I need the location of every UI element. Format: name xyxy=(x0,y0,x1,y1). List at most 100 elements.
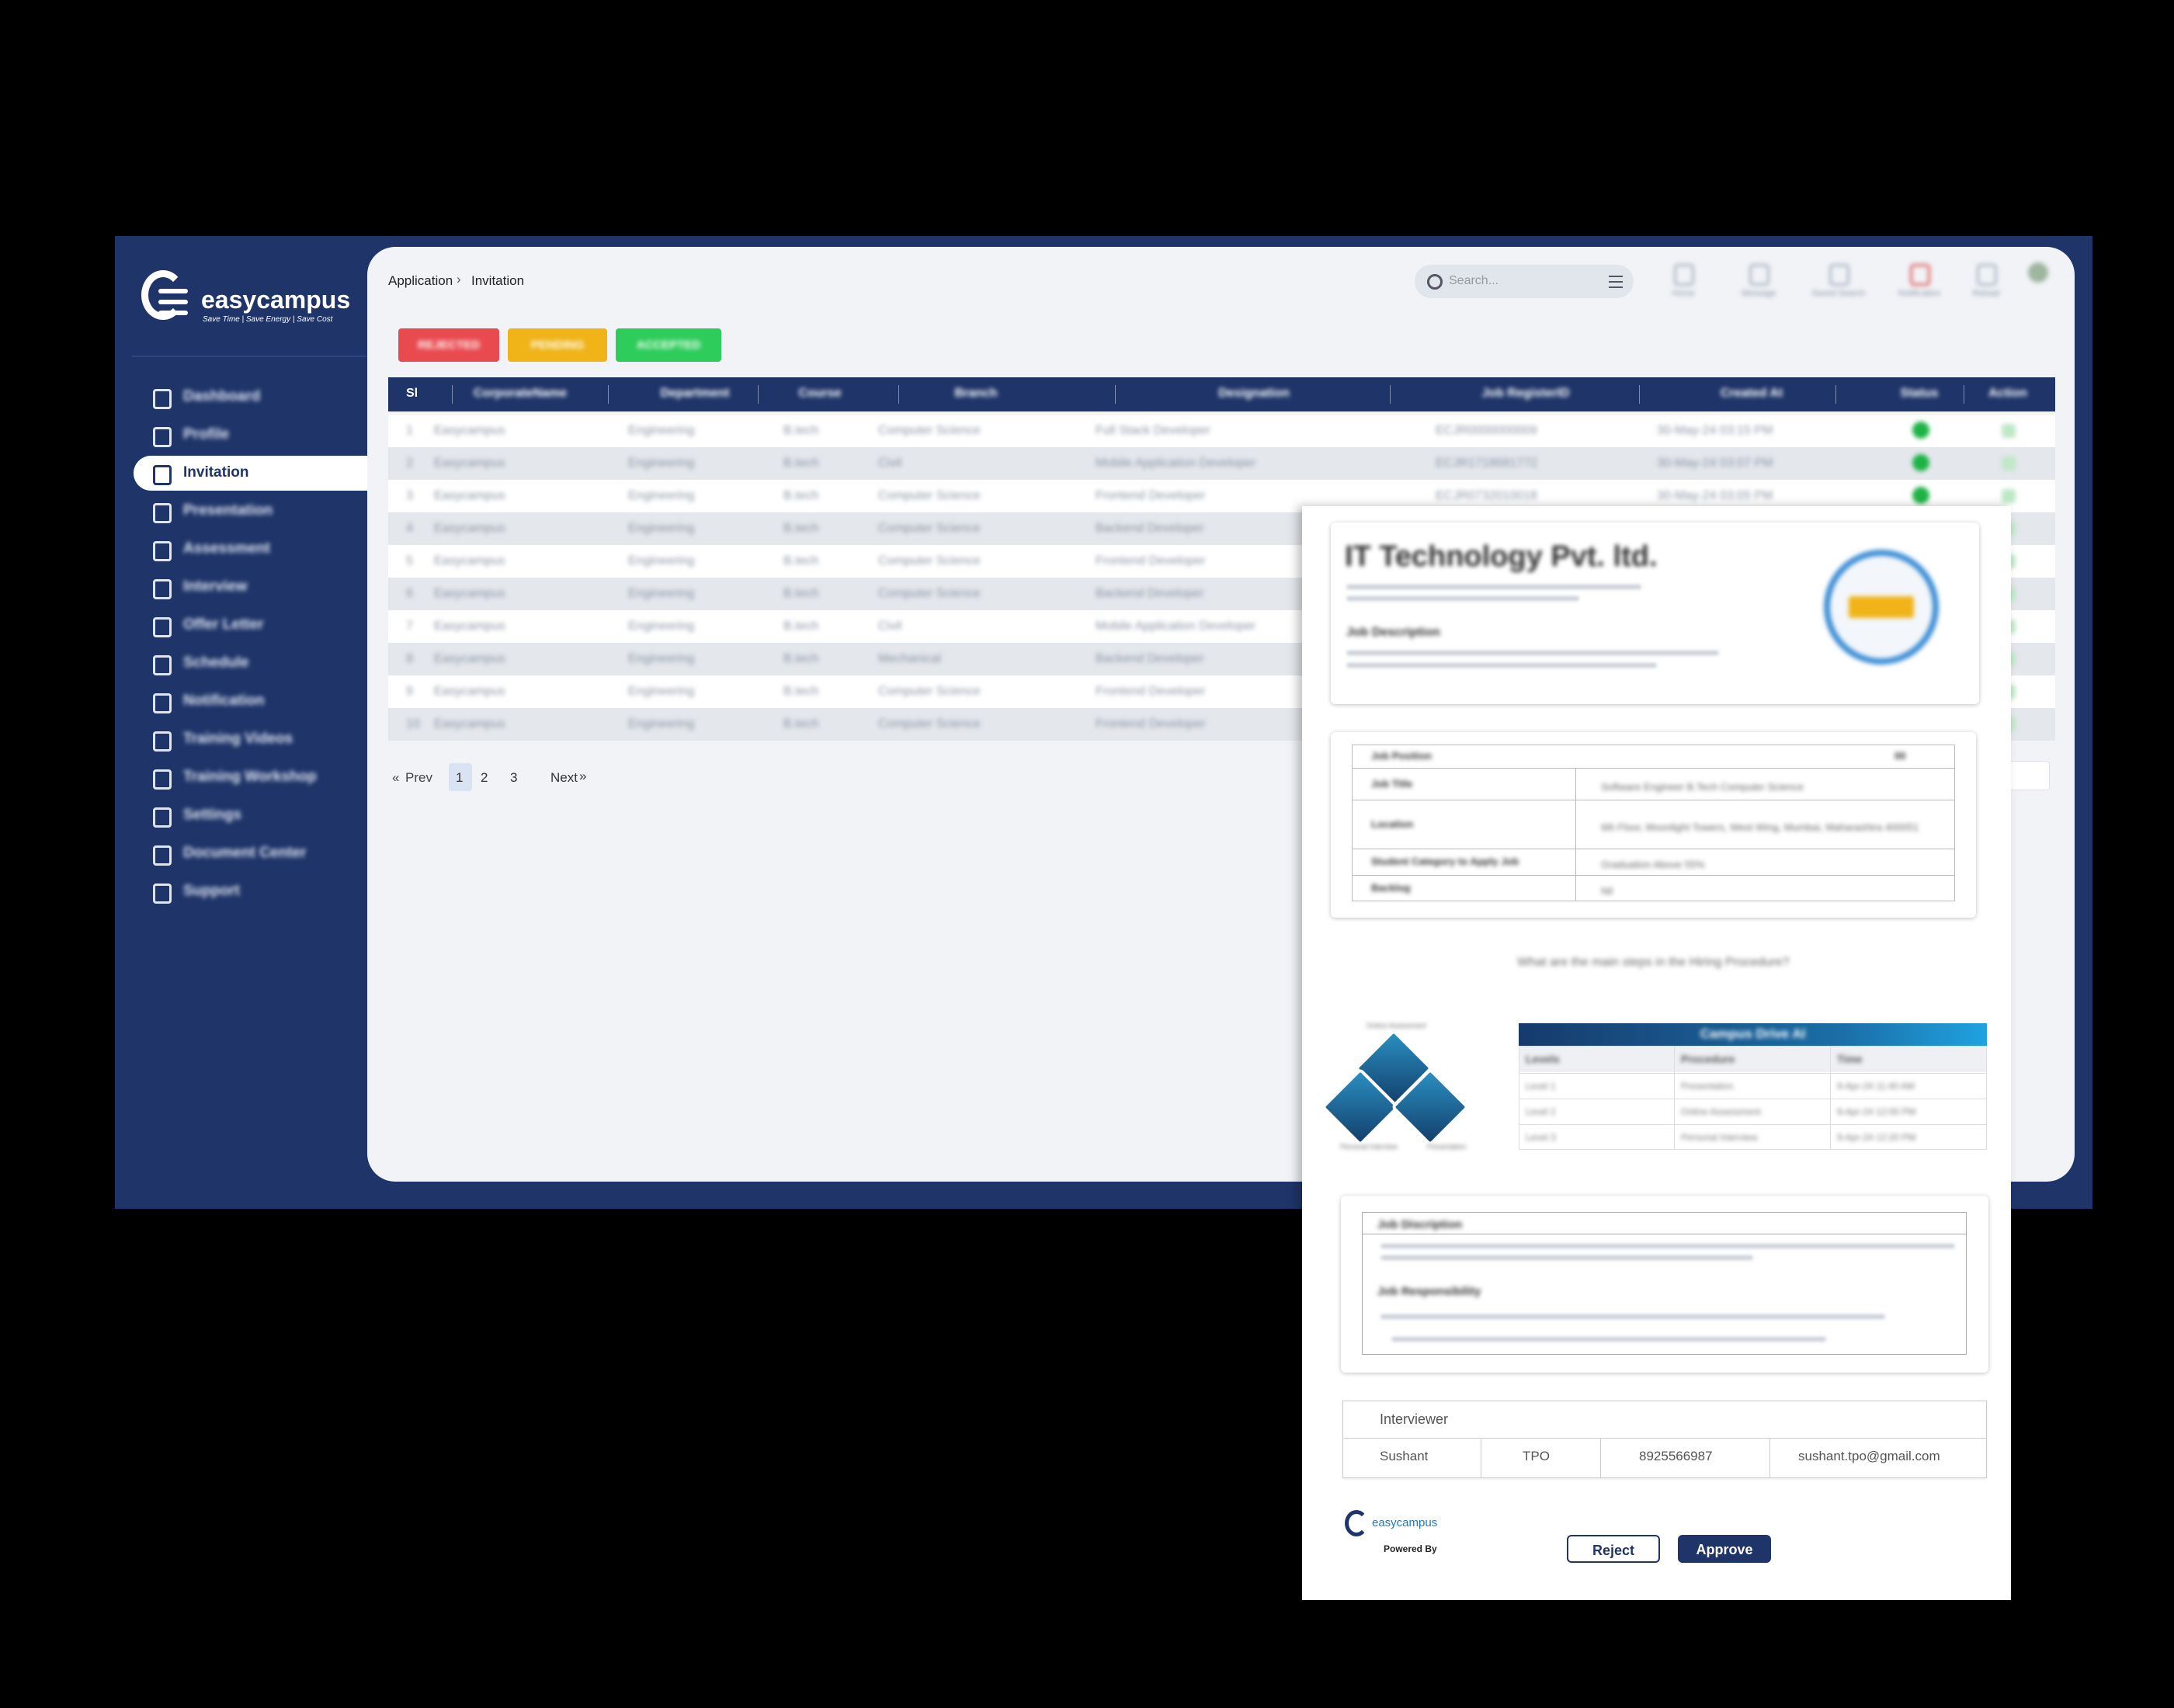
table-cell: Computer Science xyxy=(878,587,981,600)
toolbar-icon[interactable] xyxy=(1977,264,1997,286)
pagination-next[interactable]: Next xyxy=(550,770,578,785)
table-cell: B.tech xyxy=(783,652,819,665)
toolbar-label: Saved Search xyxy=(1811,289,1866,298)
table-cell: Engineering xyxy=(628,620,695,633)
page-number[interactable]: 2 xyxy=(481,770,488,785)
drive-head: Procedure xyxy=(1681,1053,1735,1065)
table-cell: 9 xyxy=(406,685,413,698)
pagination-prev-label[interactable]: Prev xyxy=(405,770,432,785)
small-brand: easycampus xyxy=(1372,1516,1438,1529)
toolbar-label: Message xyxy=(1741,289,1776,298)
breadcrumb[interactable]: Application xyxy=(388,273,453,288)
interviewer-box xyxy=(1342,1401,1987,1478)
breadcrumb: Invitation xyxy=(471,273,525,288)
sidebar-item[interactable]: Dashboard xyxy=(183,388,261,404)
table-cell: Computer Science xyxy=(878,685,981,698)
drive-cell: 9-Apr-24 11:40 AM xyxy=(1837,1081,1915,1092)
logo-brand: easycampus xyxy=(201,286,351,314)
next-arrow: » xyxy=(579,769,587,783)
interviewer-cell: Sushant xyxy=(1380,1449,1429,1463)
interviewer-cell: TPO xyxy=(1523,1449,1550,1463)
sidebar-item[interactable]: Training Workshop xyxy=(183,769,317,785)
placeholder-text xyxy=(1380,1314,1885,1319)
drive-grid xyxy=(1519,1046,1987,1150)
table-cell: Computer Science xyxy=(878,554,981,568)
sidebar-item[interactable]: Notification xyxy=(183,693,265,709)
sidebar-item[interactable]: Training Videos xyxy=(183,731,293,747)
toolbar-icon[interactable] xyxy=(1910,264,1930,286)
action-icon[interactable] xyxy=(2002,424,2016,438)
drive-cell: Level 3 xyxy=(1526,1132,1556,1143)
placeholder-text xyxy=(1380,1244,1955,1248)
table-cell: B.tech xyxy=(783,522,819,535)
table-cell: Engineering xyxy=(628,587,695,600)
jd-card xyxy=(1341,1196,1988,1373)
drive-cell: 9-Apr-24 12:00 PM xyxy=(1837,1106,1916,1117)
status-tab-label: ACCEPTED xyxy=(636,338,701,352)
table-cell: Easycampus xyxy=(434,424,505,437)
table-cell: Backend Developer xyxy=(1096,522,1204,535)
status-tab[interactable]: REJECTED xyxy=(398,328,499,362)
reject-button[interactable]: Reject xyxy=(1567,1535,1660,1563)
sidebar-item[interactable]: Document Center xyxy=(183,845,307,861)
avatar[interactable] xyxy=(2028,262,2048,283)
status-tab[interactable]: ACCEPTED xyxy=(616,328,721,362)
table-cell: Engineering xyxy=(628,652,695,665)
detail-value: 00 xyxy=(1894,750,1906,762)
table-cell: Easycampus xyxy=(434,620,505,633)
row-divider xyxy=(1352,768,1955,769)
table-cell: ECJR0732010018 xyxy=(1436,489,1537,502)
action-icon[interactable] xyxy=(2002,489,2016,503)
drive-cell: Online Assessment xyxy=(1681,1106,1761,1117)
interviewer-heading: Interviewer xyxy=(1380,1411,1449,1427)
status-tab-label: PENDING xyxy=(530,338,585,352)
action-icon[interactable] xyxy=(2002,457,2016,470)
logo-tagline: Save Time | Save Energy | Save Cost xyxy=(203,315,333,324)
sidebar-item[interactable]: Presentation xyxy=(183,502,273,519)
table-cell: Frontend Developer xyxy=(1096,717,1206,731)
column-header: Course xyxy=(798,387,842,400)
sidebar-item[interactable]: Offer Letter xyxy=(183,616,264,633)
details-card xyxy=(1331,732,1976,918)
status-tab[interactable]: PENDING xyxy=(508,328,607,362)
table-cell: Easycampus xyxy=(434,717,505,731)
sidebar-icon xyxy=(153,465,172,485)
table-header xyxy=(388,377,2055,411)
page-number[interactable]: 3 xyxy=(510,770,518,785)
sidebar-item[interactable]: Support xyxy=(183,883,240,899)
sidebar-item[interactable]: Settings xyxy=(183,807,241,823)
sidebar-item[interactable]: Schedule xyxy=(183,654,249,671)
table-cell: Engineering xyxy=(628,522,695,535)
toolbar-icon[interactable] xyxy=(1674,264,1694,286)
column-header: Designation xyxy=(1218,387,1290,400)
sidebar-icon xyxy=(153,617,172,637)
page-number[interactable]: 1 xyxy=(456,770,464,785)
drive-head: Time xyxy=(1837,1053,1863,1065)
column-divider xyxy=(757,385,759,404)
table-cell: Backend Developer xyxy=(1096,652,1204,665)
placeholder-text xyxy=(1346,596,1579,601)
sidebar-icon xyxy=(153,884,172,904)
detail-label: Student Category to Apply Job xyxy=(1371,856,1519,867)
toolbar-icon[interactable] xyxy=(1749,264,1769,286)
status-dot xyxy=(1912,422,1929,439)
table-cell: Civil xyxy=(878,620,902,633)
sidebar-item[interactable]: Invitation xyxy=(183,464,249,481)
search-box[interactable]: Search... xyxy=(1415,265,1634,298)
sidebar-item[interactable]: Assessment xyxy=(183,540,270,557)
approve-button[interactable]: Approve xyxy=(1678,1535,1771,1563)
table-cell: Mobile Application Developer xyxy=(1096,457,1256,470)
sidebar-item[interactable]: Interview xyxy=(183,578,248,595)
table-cell: B.tech xyxy=(783,620,819,633)
description-heading: Job Description xyxy=(1346,626,1440,639)
table-cell: B.tech xyxy=(783,489,819,502)
column-divider xyxy=(1115,385,1116,404)
pagination-prev[interactable]: « xyxy=(392,770,404,785)
column-header: Department xyxy=(660,387,730,400)
sidebar-icon xyxy=(153,389,172,409)
table-cell: Mechanical xyxy=(878,652,941,665)
company-name: IT Technology Pvt. ltd. xyxy=(1345,540,1658,573)
sidebar-item[interactable]: Profile xyxy=(183,426,230,443)
table-row xyxy=(388,447,2055,480)
toolbar-icon[interactable] xyxy=(1829,264,1849,286)
